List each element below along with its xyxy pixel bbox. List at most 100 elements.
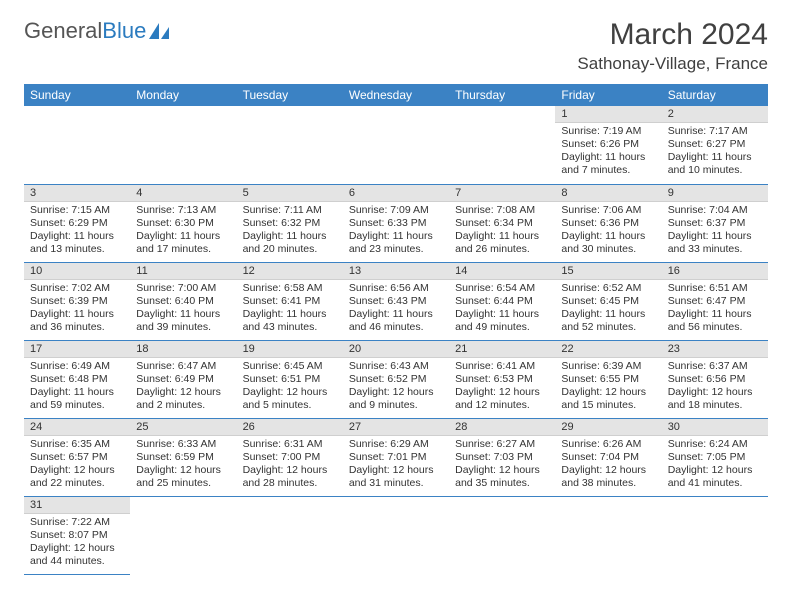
sunset-text: Sunset: 6:43 PM bbox=[349, 295, 443, 308]
weekday-header: Saturday bbox=[662, 84, 768, 106]
sunrise-text: Sunrise: 7:17 AM bbox=[668, 125, 762, 138]
sunrise-text: Sunrise: 7:04 AM bbox=[668, 204, 762, 217]
day-number: 30 bbox=[662, 419, 768, 436]
weekday-header: Monday bbox=[130, 84, 236, 106]
sunset-text: Sunset: 6:47 PM bbox=[668, 295, 762, 308]
calendar-day-cell: 22Sunrise: 6:39 AMSunset: 6:55 PMDayligh… bbox=[555, 340, 661, 418]
sunrise-text: Sunrise: 6:27 AM bbox=[455, 438, 549, 451]
location-label: Sathonay-Village, France bbox=[577, 54, 768, 74]
sunset-text: Sunset: 6:26 PM bbox=[561, 138, 655, 151]
sunrise-text: Sunrise: 7:02 AM bbox=[30, 282, 124, 295]
daylight-text: Daylight: 11 hours and 36 minutes. bbox=[30, 308, 124, 334]
day-number: 11 bbox=[130, 263, 236, 280]
month-title: March 2024 bbox=[577, 18, 768, 52]
calendar-header-row: SundayMondayTuesdayWednesdayThursdayFrid… bbox=[24, 84, 768, 106]
sunset-text: Sunset: 6:48 PM bbox=[30, 373, 124, 386]
sunset-text: Sunset: 6:45 PM bbox=[561, 295, 655, 308]
calendar-day-cell: 24Sunrise: 6:35 AMSunset: 6:57 PMDayligh… bbox=[24, 418, 130, 496]
sunset-text: Sunset: 6:33 PM bbox=[349, 217, 443, 230]
calendar-empty-cell bbox=[662, 496, 768, 574]
day-number: 15 bbox=[555, 263, 661, 280]
daylight-text: Daylight: 11 hours and 7 minutes. bbox=[561, 151, 655, 177]
sunrise-text: Sunrise: 7:15 AM bbox=[30, 204, 124, 217]
day-number: 9 bbox=[662, 185, 768, 202]
calendar-day-cell: 5Sunrise: 7:11 AMSunset: 6:32 PMDaylight… bbox=[237, 184, 343, 262]
weekday-header: Thursday bbox=[449, 84, 555, 106]
calendar-day-cell: 13Sunrise: 6:56 AMSunset: 6:43 PMDayligh… bbox=[343, 262, 449, 340]
sunset-text: Sunset: 6:36 PM bbox=[561, 217, 655, 230]
sunrise-text: Sunrise: 7:06 AM bbox=[561, 204, 655, 217]
day-number: 5 bbox=[237, 185, 343, 202]
daylight-text: Daylight: 12 hours and 9 minutes. bbox=[349, 386, 443, 412]
sunset-text: Sunset: 6:30 PM bbox=[136, 217, 230, 230]
brand-part1: General bbox=[24, 18, 102, 44]
sunset-text: Sunset: 8:07 PM bbox=[30, 529, 124, 542]
sunset-text: Sunset: 7:00 PM bbox=[243, 451, 337, 464]
calendar-day-cell: 10Sunrise: 7:02 AMSunset: 6:39 PMDayligh… bbox=[24, 262, 130, 340]
calendar-day-cell: 25Sunrise: 6:33 AMSunset: 6:59 PMDayligh… bbox=[130, 418, 236, 496]
calendar-empty-cell bbox=[24, 106, 130, 184]
sunrise-text: Sunrise: 7:22 AM bbox=[30, 516, 124, 529]
calendar-day-cell: 18Sunrise: 6:47 AMSunset: 6:49 PMDayligh… bbox=[130, 340, 236, 418]
day-number: 10 bbox=[24, 263, 130, 280]
daylight-text: Daylight: 11 hours and 56 minutes. bbox=[668, 308, 762, 334]
sunrise-text: Sunrise: 7:19 AM bbox=[561, 125, 655, 138]
page-header: GeneralBlue March 2024 Sathonay-Village,… bbox=[24, 18, 768, 74]
sunrise-text: Sunrise: 6:52 AM bbox=[561, 282, 655, 295]
daylight-text: Daylight: 12 hours and 22 minutes. bbox=[30, 464, 124, 490]
calendar-day-cell: 1Sunrise: 7:19 AMSunset: 6:26 PMDaylight… bbox=[555, 106, 661, 184]
day-number: 26 bbox=[237, 419, 343, 436]
day-number: 2 bbox=[662, 106, 768, 123]
day-number: 7 bbox=[449, 185, 555, 202]
calendar-day-cell: 16Sunrise: 6:51 AMSunset: 6:47 PMDayligh… bbox=[662, 262, 768, 340]
daylight-text: Daylight: 12 hours and 2 minutes. bbox=[136, 386, 230, 412]
daylight-text: Daylight: 11 hours and 52 minutes. bbox=[561, 308, 655, 334]
day-details: Sunrise: 6:41 AMSunset: 6:53 PMDaylight:… bbox=[449, 358, 555, 417]
calendar-day-cell: 26Sunrise: 6:31 AMSunset: 7:00 PMDayligh… bbox=[237, 418, 343, 496]
day-details: Sunrise: 7:04 AMSunset: 6:37 PMDaylight:… bbox=[662, 202, 768, 261]
calendar-day-cell: 4Sunrise: 7:13 AMSunset: 6:30 PMDaylight… bbox=[130, 184, 236, 262]
day-number: 1 bbox=[555, 106, 661, 123]
sunrise-text: Sunrise: 6:31 AM bbox=[243, 438, 337, 451]
daylight-text: Daylight: 12 hours and 25 minutes. bbox=[136, 464, 230, 490]
daylight-text: Daylight: 12 hours and 38 minutes. bbox=[561, 464, 655, 490]
calendar-day-cell: 28Sunrise: 6:27 AMSunset: 7:03 PMDayligh… bbox=[449, 418, 555, 496]
day-number: 4 bbox=[130, 185, 236, 202]
daylight-text: Daylight: 12 hours and 5 minutes. bbox=[243, 386, 337, 412]
sunrise-text: Sunrise: 6:39 AM bbox=[561, 360, 655, 373]
calendar-week-row: 31Sunrise: 7:22 AMSunset: 8:07 PMDayligh… bbox=[24, 496, 768, 574]
sunset-text: Sunset: 6:49 PM bbox=[136, 373, 230, 386]
daylight-text: Daylight: 11 hours and 26 minutes. bbox=[455, 230, 549, 256]
calendar-table: SundayMondayTuesdayWednesdayThursdayFrid… bbox=[24, 84, 768, 575]
day-number: 25 bbox=[130, 419, 236, 436]
day-details: Sunrise: 7:19 AMSunset: 6:26 PMDaylight:… bbox=[555, 123, 661, 182]
day-details: Sunrise: 7:22 AMSunset: 8:07 PMDaylight:… bbox=[24, 514, 130, 573]
daylight-text: Daylight: 11 hours and 10 minutes. bbox=[668, 151, 762, 177]
day-number: 6 bbox=[343, 185, 449, 202]
calendar-empty-cell bbox=[130, 496, 236, 574]
day-details: Sunrise: 7:09 AMSunset: 6:33 PMDaylight:… bbox=[343, 202, 449, 261]
sunset-text: Sunset: 6:59 PM bbox=[136, 451, 230, 464]
sunset-text: Sunset: 6:32 PM bbox=[243, 217, 337, 230]
sunrise-text: Sunrise: 6:54 AM bbox=[455, 282, 549, 295]
sunrise-text: Sunrise: 6:37 AM bbox=[668, 360, 762, 373]
calendar-empty-cell bbox=[449, 496, 555, 574]
day-details: Sunrise: 6:47 AMSunset: 6:49 PMDaylight:… bbox=[130, 358, 236, 417]
sunrise-text: Sunrise: 6:47 AM bbox=[136, 360, 230, 373]
day-number: 12 bbox=[237, 263, 343, 280]
day-details: Sunrise: 7:15 AMSunset: 6:29 PMDaylight:… bbox=[24, 202, 130, 261]
sunrise-text: Sunrise: 6:41 AM bbox=[455, 360, 549, 373]
day-number: 31 bbox=[24, 497, 130, 514]
title-block: March 2024 Sathonay-Village, France bbox=[577, 18, 768, 74]
calendar-day-cell: 27Sunrise: 6:29 AMSunset: 7:01 PMDayligh… bbox=[343, 418, 449, 496]
day-details: Sunrise: 7:17 AMSunset: 6:27 PMDaylight:… bbox=[662, 123, 768, 182]
weekday-header: Wednesday bbox=[343, 84, 449, 106]
sunset-text: Sunset: 6:41 PM bbox=[243, 295, 337, 308]
day-details: Sunrise: 7:11 AMSunset: 6:32 PMDaylight:… bbox=[237, 202, 343, 261]
day-details: Sunrise: 7:00 AMSunset: 6:40 PMDaylight:… bbox=[130, 280, 236, 339]
sunset-text: Sunset: 6:53 PM bbox=[455, 373, 549, 386]
daylight-text: Daylight: 11 hours and 13 minutes. bbox=[30, 230, 124, 256]
calendar-day-cell: 31Sunrise: 7:22 AMSunset: 8:07 PMDayligh… bbox=[24, 496, 130, 574]
daylight-text: Daylight: 11 hours and 43 minutes. bbox=[243, 308, 337, 334]
calendar-day-cell: 30Sunrise: 6:24 AMSunset: 7:05 PMDayligh… bbox=[662, 418, 768, 496]
